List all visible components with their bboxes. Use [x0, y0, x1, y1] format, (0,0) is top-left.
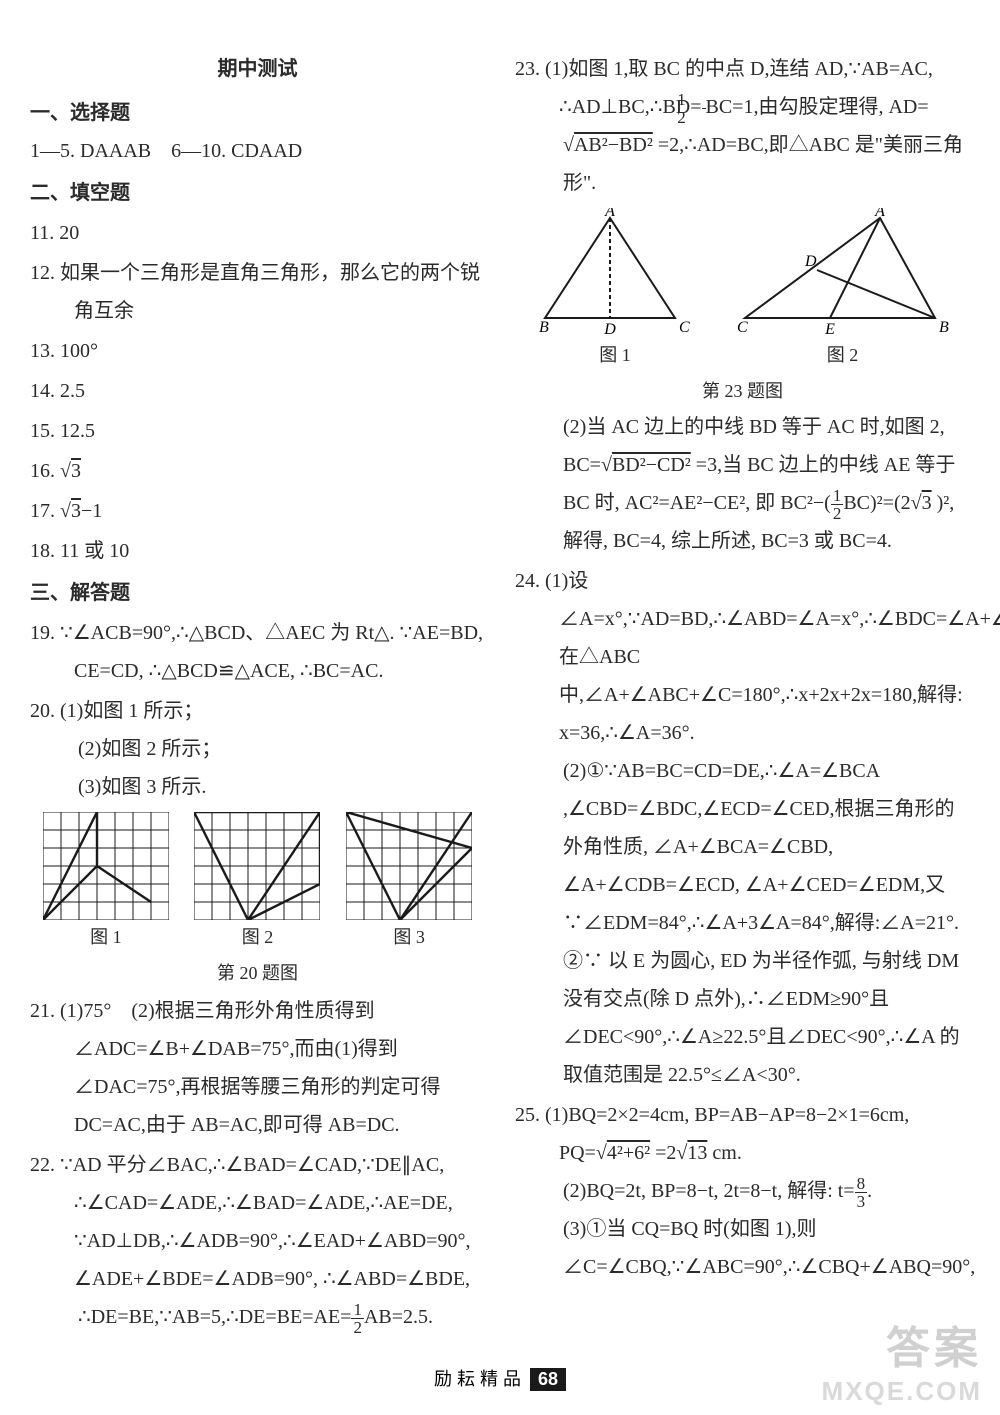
- q21: 21. (1)75° (2)根据三角形外角性质得到∠ADC=∠B+∠DAB=75…: [30, 992, 485, 1144]
- test-title: 期中测试: [30, 50, 485, 88]
- q23-2c-pre: BC 时, AC²=AE²−CE², 即 BC²−(: [563, 492, 831, 514]
- q23-2a: (2)当 AC 边上的中线 BD 等于 AC 时,如图 2,: [515, 408, 970, 446]
- q20-fig1: [43, 812, 169, 920]
- q17-pre: 17.: [30, 500, 60, 522]
- watermark-cn: 答案: [822, 1312, 982, 1376]
- q25-2: (2)BQ=2t, BP=8−t, 2t=8−t, 解得: t=83.: [515, 1172, 970, 1210]
- q24-1: 24. (1)设∠A=x°,∵AD=BD,∴∠ABD=∠A=x°,∴∠BDC=∠…: [515, 562, 970, 752]
- q23-fig1: A B D C: [535, 208, 695, 338]
- q13: 13. 100°: [30, 332, 485, 370]
- svg-text:E: E: [824, 321, 835, 338]
- svg-text:B: B: [939, 319, 949, 336]
- q23-2b-sqrt: BD²−CD²: [612, 454, 691, 476]
- q24-2a: (2)①∵AB=BC=CD=DE,∴∠A=∠BCA ,∠CBD=∠BDC,∠EC…: [515, 752, 970, 942]
- q15: 15. 12.5: [30, 412, 485, 450]
- q20-maincap: 第 20 题图: [30, 956, 485, 990]
- q23-fig2-cap: 图 2: [735, 338, 950, 372]
- q20-fig1-cap: 图 1: [43, 920, 169, 954]
- q23-2c: BC 时, AC²=AE²−CE², 即 BC²−(12BC)²=(2√3 )²…: [515, 484, 970, 522]
- q25-2-suf: .: [867, 1180, 872, 1202]
- q25-1-sqrt2: 13: [687, 1142, 707, 1164]
- q12: 12. 如果一个三角形是直角三角形，那么它的两个锐角互余: [30, 254, 485, 330]
- q22b-suf: AB=2.5.: [364, 1306, 433, 1328]
- watermark-url: MXQE.COM: [822, 1376, 982, 1407]
- q14: 14. 2.5: [30, 372, 485, 410]
- q23-fig1-cap: 图 1: [535, 338, 695, 372]
- svg-text:A: A: [874, 208, 885, 220]
- q20-2: (2)如图 2 所示；: [30, 730, 485, 768]
- q23-fig2: A C E B D: [735, 208, 950, 338]
- mc-answers: 1—5. DAAAB 6—10. CDAAD: [30, 132, 485, 170]
- q23-maincap: 第 23 题图: [515, 374, 970, 408]
- q23a: 23. (1)如图 1,取 BC 的中点 D,连结 AD,∵AB=AC, ∴AD…: [515, 50, 970, 126]
- q23-2c-mid: BC)²=(2: [843, 492, 910, 514]
- q17: 17. √3−1: [30, 492, 485, 530]
- q22b-pre: ∴DE=BE,∵AB=5,∴DE=BE=AE=: [78, 1306, 351, 1328]
- q19: 19. ∵∠ACB=90°,∴△BCD、△AEC 为 Rt△. ∵AE=BD, …: [30, 614, 485, 690]
- q23-sqrt: AB²−BD²: [574, 134, 653, 156]
- svg-text:C: C: [679, 319, 690, 336]
- q20-fig3: [346, 812, 472, 920]
- q25-1-sqrt: 4²+6²: [607, 1142, 650, 1164]
- svg-text:A: A: [604, 208, 615, 220]
- q23-2b-pre: BC=: [563, 454, 601, 476]
- q20-fig2: [194, 812, 320, 920]
- page-number: 68: [530, 1368, 566, 1391]
- q16-pre: 16.: [30, 460, 60, 482]
- watermark: 答案 MXQE.COM: [822, 1312, 982, 1407]
- section-2-head: 二、填空题: [30, 174, 485, 212]
- q25-1: 25. (1)BQ=2×2=4cm, BP=AB−AP=8−2×1=6cm, P…: [515, 1096, 970, 1172]
- q25-1-mid: =2: [655, 1142, 676, 1164]
- q20-1: 20. (1)如图 1 所示；: [30, 692, 485, 730]
- q20-3: (3)如图 3 所示.: [30, 768, 485, 806]
- q20-fig3-cap: 图 3: [346, 920, 472, 954]
- section-1-head: 一、选择题: [30, 94, 485, 132]
- q23a-mid: BC=1,由勾股定理得, AD=: [706, 96, 929, 118]
- q22b: ∴DE=BE,∵AB=5,∴DE=BE=AE=12AB=2.5.: [30, 1298, 485, 1336]
- section-3-head: 三、解答题: [30, 574, 485, 612]
- q24-2b: ②∵ 以 E 为圆心, ED 为半径作弧, 与射线 DM 没有交点(除 D 点外…: [515, 942, 970, 1094]
- q17-suf: −1: [81, 500, 102, 522]
- q20-figures: 图 1 图 2: [30, 812, 485, 954]
- q23-2b: BC=√BD²−CD² =3,当 BC 边上的中线 AE 等于: [515, 446, 970, 484]
- svg-text:D: D: [804, 253, 817, 270]
- q23-2d: 解得, BC=4, 综上所述, BC=3 或 BC=4.: [515, 522, 970, 560]
- q22a: 22. ∵AD 平分∠BAC,∴∠BAD=∠CAD,∵DE∥AC, ∴∠CAD=…: [30, 1146, 485, 1298]
- q23-2c-suf: )²,: [937, 492, 955, 514]
- q23-figures: A B D C 图 1 A C E B: [515, 208, 970, 372]
- q25-2-pre: (2)BQ=2t, BP=8−t, 2t=8−t, 解得: t=: [563, 1180, 855, 1202]
- svg-text:B: B: [539, 319, 549, 336]
- q18: 18. 11 或 10: [30, 532, 485, 570]
- q23-top: √AB²−BD² =2,∴AD=BC,即△ABC 是"美丽三角形".: [515, 126, 970, 202]
- q20-fig2-cap: 图 2: [194, 920, 320, 954]
- q25-1-suf: cm.: [707, 1142, 741, 1164]
- svg-text:C: C: [737, 319, 748, 336]
- q16: 16. √3: [30, 452, 485, 490]
- footer-text: 励 耘 精 品: [434, 1369, 521, 1389]
- q11: 11. 20: [30, 214, 485, 252]
- svg-text:D: D: [603, 321, 616, 338]
- q23-2b-mid: =3,当 BC 边上的中线 AE 等于: [696, 454, 956, 476]
